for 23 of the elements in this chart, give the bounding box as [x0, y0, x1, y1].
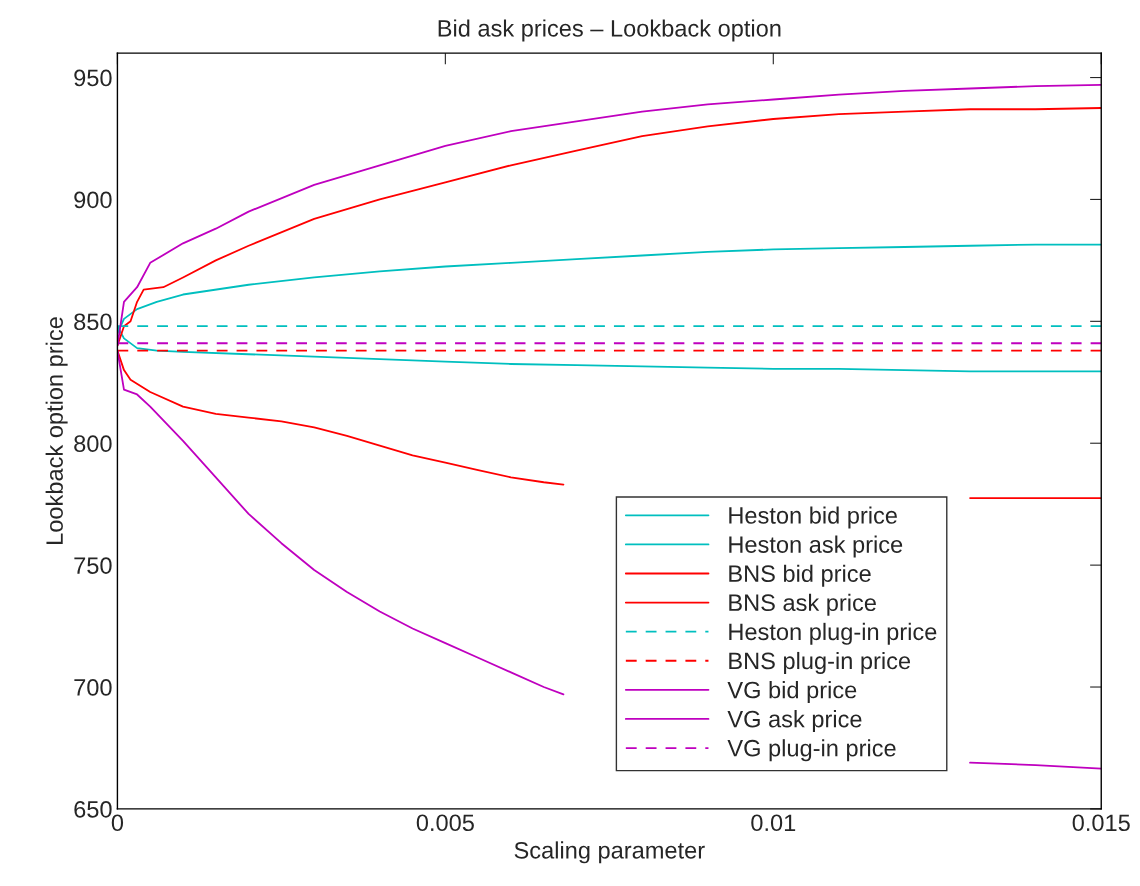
y-tick-label: 950 — [74, 69, 112, 87]
chart-title: Bid ask prices – Lookback option — [438, 19, 781, 42]
y-tick-label: 850 — [74, 313, 112, 331]
y-tick-label: 900 — [74, 191, 112, 209]
x-tick-label: 0.015 — [1072, 814, 1130, 832]
x-tick-label: 0.005 — [416, 814, 474, 832]
y-tick-label: 750 — [74, 557, 112, 574]
legend-label: VG ask price — [727, 710, 862, 733]
y-axis-title: Lookback option price — [45, 317, 68, 544]
legend-label: BNS plug-in price — [729, 651, 911, 674]
y-tick-label: 800 — [74, 435, 112, 453]
legend-label: BNS ask price — [729, 593, 876, 616]
legend-label: BNS bid price — [729, 564, 871, 587]
legend-label: VG plug-in price — [727, 739, 896, 762]
x-axis-title: Scaling parameter — [514, 841, 705, 864]
x-tick-label: 0 — [111, 814, 124, 832]
legend-label: Heston ask price — [729, 535, 903, 558]
y-tick-label: 700 — [74, 679, 112, 696]
legend-label: Heston bid price — [729, 506, 897, 529]
y-tick-label: 650 — [74, 800, 112, 818]
legend-label: VG bid price — [727, 681, 857, 704]
x-tick-label: 0.01 — [751, 814, 796, 832]
legend-label: Heston plug-in price — [729, 622, 937, 645]
